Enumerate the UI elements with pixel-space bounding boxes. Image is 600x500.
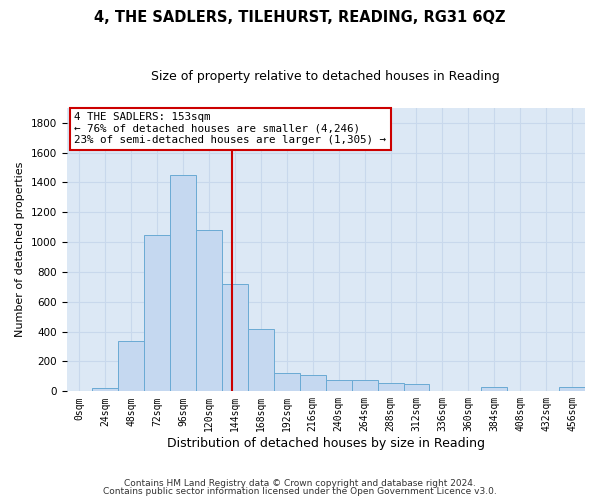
Bar [144, 234, 170, 392]
Text: 4, THE SADLERS, TILEHURST, READING, RG31 6QZ: 4, THE SADLERS, TILEHURST, READING, RG31… [94, 10, 506, 25]
Bar [274, 374, 300, 392]
Bar [92, 388, 118, 392]
Bar [67, 390, 92, 392]
Bar [559, 387, 585, 392]
Bar [377, 383, 404, 392]
Bar [326, 380, 352, 392]
Text: 4 THE SADLERS: 153sqm
← 76% of detached houses are smaller (4,246)
23% of semi-d: 4 THE SADLERS: 153sqm ← 76% of detached … [74, 112, 386, 145]
X-axis label: Distribution of detached houses by size in Reading: Distribution of detached houses by size … [167, 437, 485, 450]
Bar [196, 230, 222, 392]
Title: Size of property relative to detached houses in Reading: Size of property relative to detached ho… [151, 70, 500, 83]
Y-axis label: Number of detached properties: Number of detached properties [15, 162, 25, 337]
Bar [248, 330, 274, 392]
Bar [222, 284, 248, 392]
Bar [300, 375, 326, 392]
Bar [170, 175, 196, 392]
Text: Contains public sector information licensed under the Open Government Licence v3: Contains public sector information licen… [103, 487, 497, 496]
Bar [481, 387, 507, 392]
Text: Contains HM Land Registry data © Crown copyright and database right 2024.: Contains HM Land Registry data © Crown c… [124, 478, 476, 488]
Bar [404, 384, 430, 392]
Bar [118, 340, 144, 392]
Bar [352, 380, 377, 392]
